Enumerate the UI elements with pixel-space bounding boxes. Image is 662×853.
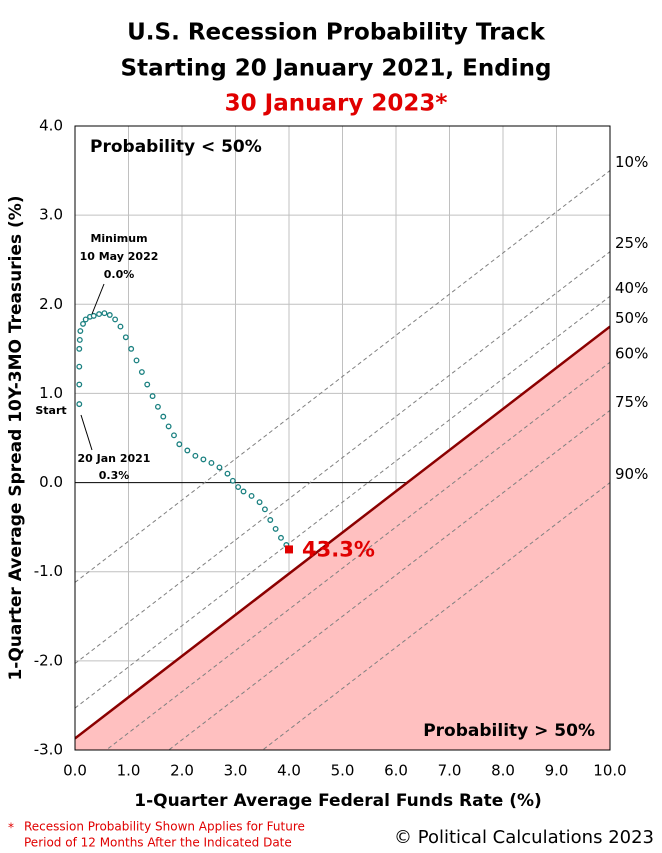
probability-label: 10% — [615, 153, 648, 171]
track-point — [149, 393, 156, 400]
probability-label: 90% — [615, 465, 648, 483]
x-tick-label: 0.0 — [63, 762, 87, 780]
track-point — [76, 401, 83, 408]
track-point — [278, 534, 284, 541]
probability-label: 75% — [615, 393, 648, 411]
arrow — [91, 283, 105, 315]
track-point — [106, 312, 113, 318]
track-point — [90, 312, 97, 319]
probability-label: 50% — [615, 309, 648, 327]
x-tick-label: 6.0 — [384, 762, 408, 780]
track-point — [229, 477, 236, 484]
track-point — [117, 323, 124, 330]
annotation: 0.0% — [104, 268, 135, 281]
y-tick-label: 2.0 — [39, 295, 63, 313]
title-line: 30 January 2023* — [225, 91, 448, 117]
track-point — [240, 488, 247, 495]
track-point — [112, 316, 119, 323]
track-point — [76, 381, 83, 388]
footnote-mark: * — [8, 821, 14, 835]
annotation: Probability > 50% — [423, 721, 595, 741]
y-tick-label: -2.0 — [34, 651, 63, 669]
probability-label: 40% — [615, 279, 648, 297]
x-axis-label: 1-Quarter Average Federal Funds Rate (%) — [134, 791, 542, 811]
annotation: Start — [35, 404, 66, 417]
x-tick-label: 3.0 — [224, 762, 248, 780]
endpoint — [285, 545, 293, 554]
track-point — [144, 381, 151, 388]
plot-frame — [74, 125, 611, 751]
arrow — [80, 414, 93, 451]
probability-line — [105, 361, 610, 750]
track-point — [216, 464, 223, 471]
y-tick-label: 4.0 — [39, 117, 63, 135]
x-tick-label: 8.0 — [491, 762, 515, 780]
track-point — [122, 334, 129, 341]
annotation: 0.3% — [99, 469, 130, 482]
track-point — [128, 345, 135, 352]
track-point — [76, 345, 83, 352]
track-point — [82, 316, 89, 323]
x-tick-label: 2.0 — [170, 762, 194, 780]
track-point — [165, 423, 172, 430]
probability-line — [167, 409, 610, 750]
track-point — [224, 470, 231, 477]
track-point — [248, 492, 255, 499]
y-tick-label: 0.0 — [39, 473, 63, 491]
x-tick-label: 5.0 — [331, 762, 355, 780]
track-point — [261, 506, 268, 513]
probability-label: 25% — [615, 234, 648, 252]
probability-line — [75, 251, 610, 664]
track-point — [160, 413, 167, 420]
track-point — [76, 363, 83, 370]
high-probability-area — [75, 326, 610, 750]
marks — [75, 170, 610, 750]
track-point — [176, 441, 183, 448]
track-point — [208, 460, 215, 466]
track-point — [171, 432, 177, 439]
track-point — [133, 357, 140, 364]
x-tick-label: 7.0 — [438, 762, 462, 780]
track-point — [256, 499, 263, 506]
track-point — [200, 456, 207, 463]
x-tick-label: 9.0 — [545, 762, 569, 780]
title-line: Starting 20 January 2021, Ending — [121, 56, 552, 82]
track-point — [267, 517, 274, 523]
probability-line — [75, 325, 610, 740]
y-axis-label: 1-Quarter Average Spread 10Y-3MO Treasur… — [6, 195, 26, 680]
annotation: Minimum — [90, 232, 147, 245]
annotation: 10 May 2022 — [80, 250, 159, 263]
credit: © Political Calculations 2023 — [394, 827, 654, 848]
prob-lines — [75, 170, 610, 750]
probability-line — [75, 170, 610, 583]
track-point — [138, 369, 145, 375]
x-tick-label: 1.0 — [117, 762, 141, 780]
x-tick-label: 4.0 — [277, 762, 301, 780]
y-tick-label: 3.0 — [39, 206, 63, 224]
endpoint-label: 43.3% — [302, 537, 375, 561]
track-point — [76, 336, 83, 343]
probability-label: 60% — [615, 345, 648, 363]
probability-line — [75, 295, 610, 709]
y-tick-label: -3.0 — [34, 741, 63, 759]
y-tick-label: -1.0 — [34, 562, 63, 580]
x-tick-label: 10.0 — [593, 762, 626, 780]
track-point — [154, 403, 161, 410]
annotation: Probability < 50% — [90, 137, 262, 157]
track-point — [96, 311, 103, 318]
title-line: U.S. Recession Probability Track — [127, 20, 545, 46]
footnote: Recession Probability Shown Applies for … — [24, 820, 305, 834]
track-point — [235, 484, 242, 490]
footnote: Period of 12 Months After the Indicated … — [24, 836, 292, 850]
track-point — [80, 320, 86, 327]
track-point — [272, 525, 279, 532]
y-tick-label: 1.0 — [39, 384, 63, 402]
track-point — [184, 447, 191, 454]
probability-line — [261, 482, 610, 750]
track-point — [77, 328, 84, 334]
track-point — [101, 310, 108, 317]
annotation: 20 Jan 2021 — [78, 452, 151, 465]
track-point — [192, 452, 199, 459]
